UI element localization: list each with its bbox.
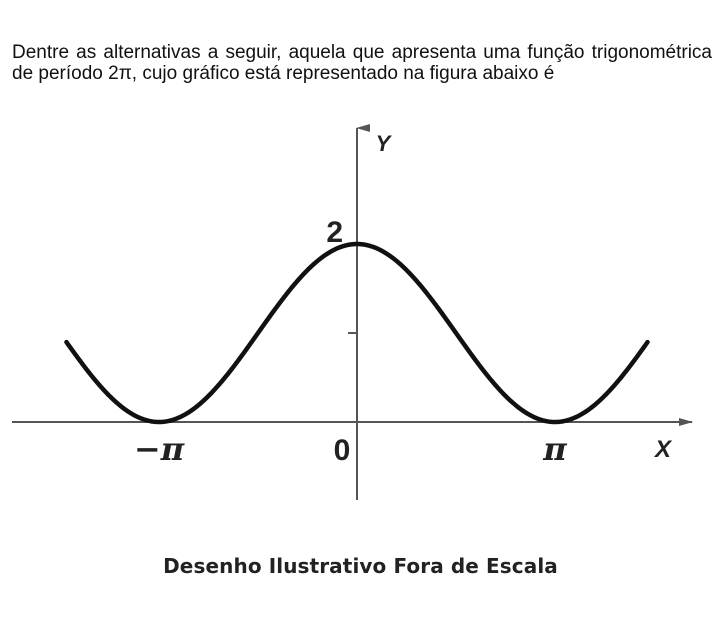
series-line — [64, 241, 650, 425]
question-text-content: Dentre as alternativas a seguir, aquela … — [12, 42, 712, 84]
axes — [12, 124, 693, 500]
x-tick-label: −π — [134, 430, 185, 468]
x-tick-label: 0 — [334, 434, 351, 467]
curve-group — [64, 241, 650, 425]
tick-labels: 2 −π 0 π X Y — [134, 131, 673, 468]
y-tick-label: 2 — [326, 216, 343, 249]
figure-caption: Desenho Ilustrativo Fora de Escala — [163, 554, 558, 578]
y-axis-label: Y — [376, 131, 393, 156]
x-axis-label: X — [653, 436, 673, 463]
x-tick-label: π — [542, 430, 567, 468]
question-text: Dentre as alternativas a seguir, aquela … — [12, 42, 712, 84]
